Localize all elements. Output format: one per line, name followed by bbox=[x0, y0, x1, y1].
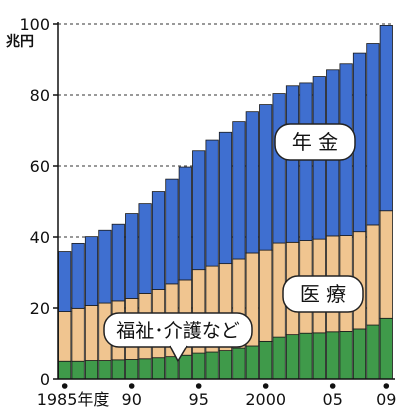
bar-1991-series-0 bbox=[138, 358, 152, 380]
series-label-box-1 bbox=[282, 275, 364, 313]
bar-1999-series-0 bbox=[245, 345, 259, 380]
bar-1988-series-2 bbox=[98, 229, 112, 304]
bar-2008-series-0 bbox=[366, 324, 380, 380]
bar-2007-series-0 bbox=[352, 328, 367, 380]
bar-1986-series-2 bbox=[71, 242, 85, 309]
x-tick-dot-2000 bbox=[262, 383, 269, 389]
series-label-2: 福祉･介護など bbox=[103, 312, 253, 363]
bar-2004-series-0 bbox=[312, 332, 326, 380]
bar-1987-series-2 bbox=[84, 236, 99, 306]
x-tick-dot-1985 bbox=[61, 383, 68, 389]
series-labels: 年 金医 療福祉･介護など bbox=[103, 123, 364, 363]
bar-1997-series-2 bbox=[218, 131, 233, 265]
bar-1996-series-2 bbox=[205, 139, 219, 267]
x-tick-label-2000: 2000 bbox=[245, 390, 286, 409]
bar-1990-series-0 bbox=[125, 359, 139, 380]
bar-1992-series-2 bbox=[151, 191, 166, 290]
y-tick-label-40: 40 bbox=[30, 228, 50, 247]
bar-1991-series-2 bbox=[138, 203, 152, 294]
bar-1993-series-0 bbox=[165, 356, 179, 380]
bar-1995-series-2 bbox=[192, 150, 206, 271]
series-label-pointer bbox=[169, 345, 188, 363]
bar-1986-series-0 bbox=[71, 360, 85, 380]
x-tick-labels: 1985年度 90 95 2000 05 09 bbox=[37, 383, 396, 409]
x-tick-label-1990: 90 bbox=[122, 390, 142, 409]
x-tick-dot-1990 bbox=[128, 383, 135, 389]
y-tick-label-60: 60 bbox=[30, 157, 50, 176]
y-tick-label-20: 20 bbox=[30, 299, 50, 318]
x-tick-label-1985: 1985年度 bbox=[37, 390, 110, 409]
x-tick-label-2009: 09 bbox=[376, 390, 396, 409]
bar-1992-series-0 bbox=[151, 357, 166, 380]
bar-1998-series-2 bbox=[232, 121, 246, 260]
series-label-1: 医 療 bbox=[282, 275, 364, 313]
series-label-box-0 bbox=[274, 123, 356, 161]
bar-1989-series-0 bbox=[111, 359, 125, 380]
bar-1993-series-2 bbox=[165, 178, 179, 285]
bar-2000-series-1 bbox=[259, 249, 273, 342]
x-tick-label-1995: 95 bbox=[189, 390, 209, 409]
bar-1995-series-0 bbox=[192, 352, 206, 380]
y-tick-label-0: 0 bbox=[40, 370, 50, 389]
bar-1985-series-0 bbox=[58, 360, 72, 380]
bar-1987-series-1 bbox=[84, 305, 99, 361]
bar-1994-series-0 bbox=[178, 354, 192, 380]
bar-1985-series-1 bbox=[58, 311, 72, 362]
bar-1998-series-0 bbox=[232, 347, 246, 380]
series-label-text-0: 年 金 bbox=[292, 130, 338, 154]
axes bbox=[57, 22, 395, 380]
bar-1994-series-2 bbox=[178, 166, 192, 281]
bar-2006-series-0 bbox=[339, 331, 353, 380]
bar-2009-series-0 bbox=[379, 317, 393, 380]
bar-1996-series-0 bbox=[205, 351, 219, 380]
bar-2002-series-0 bbox=[285, 334, 300, 380]
bar-2009-series-2 bbox=[379, 25, 393, 212]
y-axis-unit-label: 兆円 bbox=[6, 34, 34, 50]
series-label-0: 年 金 bbox=[274, 123, 356, 161]
bar-2008-series-2 bbox=[366, 43, 380, 226]
bar-1997-series-0 bbox=[218, 350, 233, 380]
bar-2001-series-2 bbox=[272, 93, 286, 244]
y-tick-label-80: 80 bbox=[30, 86, 50, 105]
bar-1986-series-1 bbox=[71, 307, 85, 362]
y-tick-label-100: 100 bbox=[19, 15, 50, 34]
bar-2005-series-0 bbox=[326, 331, 340, 380]
series-label-text-2: 福祉･介護など bbox=[116, 320, 240, 342]
bar-2009-series-1 bbox=[379, 210, 393, 319]
bar-2002-series-2 bbox=[285, 85, 300, 243]
bar-2000-series-2 bbox=[259, 104, 273, 251]
x-tick-label-2005: 05 bbox=[323, 390, 343, 409]
bar-2003-series-0 bbox=[299, 332, 313, 380]
bar-2001-series-0 bbox=[272, 336, 286, 380]
y-tick-labels: 0 20 40 60 80 100 bbox=[19, 15, 58, 389]
x-tick-dot-1995 bbox=[195, 383, 202, 389]
bar-2008-series-1 bbox=[366, 224, 380, 326]
bar-2003-series-2 bbox=[299, 82, 313, 241]
bar-1990-series-2 bbox=[125, 213, 139, 299]
bar-1988-series-0 bbox=[98, 360, 112, 380]
x-tick-dot-2009 bbox=[383, 383, 390, 389]
series-label-text-1: 医 療 bbox=[300, 282, 346, 306]
bar-1987-series-0 bbox=[84, 360, 99, 380]
x-tick-dot-2005 bbox=[329, 383, 336, 389]
bar-1989-series-2 bbox=[111, 223, 125, 302]
bar-1999-series-2 bbox=[245, 111, 259, 254]
bar-1985-series-2 bbox=[58, 251, 72, 312]
bar-2000-series-0 bbox=[259, 340, 273, 380]
